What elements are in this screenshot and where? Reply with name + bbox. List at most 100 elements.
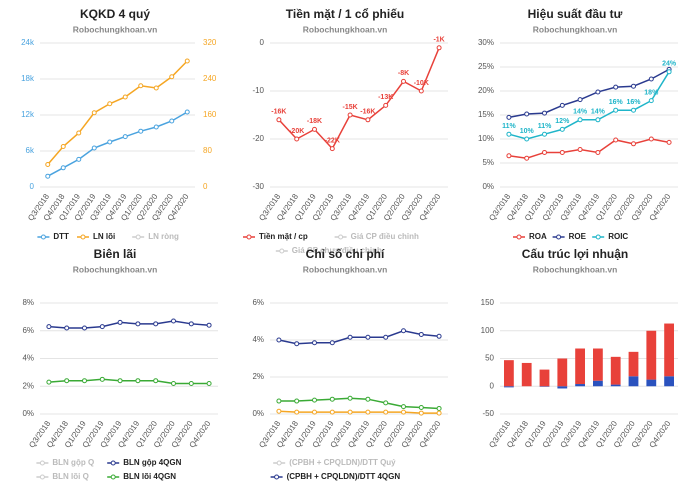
legend-label[interactable]: BLN lõi Q: [52, 472, 88, 481]
legend-label[interactable]: LN ròng: [148, 232, 179, 241]
point: [206, 322, 212, 328]
point: [577, 147, 583, 153]
point: [99, 376, 105, 382]
series-line: [278, 47, 440, 150]
series-line: [278, 397, 440, 410]
data-label: 12%: [555, 118, 570, 125]
legend-label[interactable]: (CPBH + CPQLDN)/DTT Quý: [289, 458, 396, 467]
data-label: -1K: [433, 37, 444, 44]
bar-segment: [646, 379, 657, 387]
point: [82, 325, 87, 331]
data-label: 14%: [573, 109, 588, 116]
point: [76, 156, 82, 162]
y-tick-label: 0%: [22, 409, 34, 418]
point: [45, 162, 51, 167]
point: [365, 396, 371, 402]
chart-panel: Hiệu suất đầu tư Robochungkhoan.vn 0% 5% 10%…: [478, 7, 678, 241]
legend-label[interactable]: DTT: [53, 232, 69, 241]
y-tick-label: 30%: [478, 38, 494, 47]
bar-segment: [664, 323, 674, 377]
legend-marker: [276, 460, 282, 466]
point: [76, 130, 82, 136]
legend-label[interactable]: BLN gộp Q: [52, 458, 94, 467]
data-label: 18%: [644, 89, 659, 96]
legend-label[interactable]: BLN gộp 4QGN: [123, 458, 181, 467]
bar-segment: [504, 360, 514, 387]
y2-tick-label: 80: [203, 146, 212, 155]
point: [138, 128, 144, 134]
point: [595, 89, 601, 95]
point: [648, 98, 654, 104]
point: [117, 319, 123, 325]
bar-segment: [664, 376, 674, 387]
y2-tick-label: 320: [203, 38, 217, 47]
data-label: 16%: [626, 99, 641, 106]
point: [401, 404, 406, 410]
legend-label[interactable]: Giá CP điều chỉnh: [351, 232, 419, 241]
point: [329, 340, 335, 346]
point: [436, 333, 442, 339]
chart-title: Biên lãi: [94, 247, 137, 261]
point: [524, 136, 530, 142]
point: [64, 378, 70, 384]
legend-marker: [80, 234, 86, 240]
point: [365, 334, 371, 340]
chart-panel: Chỉ số chi phíRobochungkhoan.vn0%2%4%6%Q…: [252, 247, 448, 481]
point: [347, 395, 353, 401]
legend-label[interactable]: ROA: [529, 232, 547, 241]
point: [91, 145, 97, 151]
point: [294, 398, 300, 404]
point: [401, 328, 406, 334]
y-tick-label: 2%: [252, 372, 264, 381]
point: [418, 410, 424, 416]
data-label: -10K: [414, 80, 429, 87]
point: [276, 408, 282, 414]
point: [559, 126, 565, 132]
data-label: 14%: [591, 109, 606, 116]
point: [184, 58, 190, 64]
y-tick-label: 0: [260, 38, 265, 47]
point: [64, 325, 70, 331]
y-tick-label: 18k: [21, 74, 35, 83]
series-line: [48, 378, 210, 385]
legend-marker: [39, 474, 45, 480]
point: [595, 149, 601, 155]
point: [138, 83, 144, 89]
bar-segment: [539, 386, 550, 387]
point: [329, 146, 335, 152]
point: [347, 112, 353, 118]
y-tick-label: 0%: [482, 182, 494, 191]
legend-label[interactable]: (CPBH + CPQLDN)/DTT 4QGN: [287, 472, 401, 481]
series-line: [48, 320, 210, 329]
chart-title: Tiền mặt / 1 cổ phiếu: [286, 7, 404, 21]
chart-title: KQKD 4 quý: [80, 7, 150, 21]
y-tick-label: 4%: [252, 335, 264, 344]
y-tick-label: 6%: [252, 298, 264, 307]
point: [206, 380, 212, 386]
legend-label[interactable]: BLN lõi 4QGN: [123, 472, 176, 481]
point: [294, 341, 300, 347]
legend-label[interactable]: Tiền mặt / cp: [259, 232, 308, 241]
point: [383, 102, 389, 108]
point: [60, 165, 66, 171]
legend-label[interactable]: ROIC: [608, 232, 628, 241]
y-tick-label: 8%: [22, 298, 34, 307]
bar-segment: [557, 386, 568, 389]
y-tick-label: 6%: [22, 326, 34, 335]
bar-segment: [575, 384, 585, 387]
y2-tick-label: 0: [203, 182, 208, 191]
point: [312, 126, 317, 132]
legend-label[interactable]: LN lõi: [93, 232, 115, 241]
legend-label[interactable]: Giá CP chưa điều chỉnh: [292, 246, 382, 255]
point: [169, 118, 175, 124]
y-tick-label: 2%: [22, 381, 34, 390]
data-label: -16K: [271, 109, 286, 116]
bar-segment: [593, 348, 603, 381]
point: [122, 94, 128, 100]
point: [648, 76, 654, 82]
series-line: [508, 138, 670, 159]
point: [294, 136, 300, 142]
data-label: 11%: [538, 123, 552, 130]
legend-label[interactable]: ROE: [569, 232, 587, 241]
point: [135, 378, 141, 384]
